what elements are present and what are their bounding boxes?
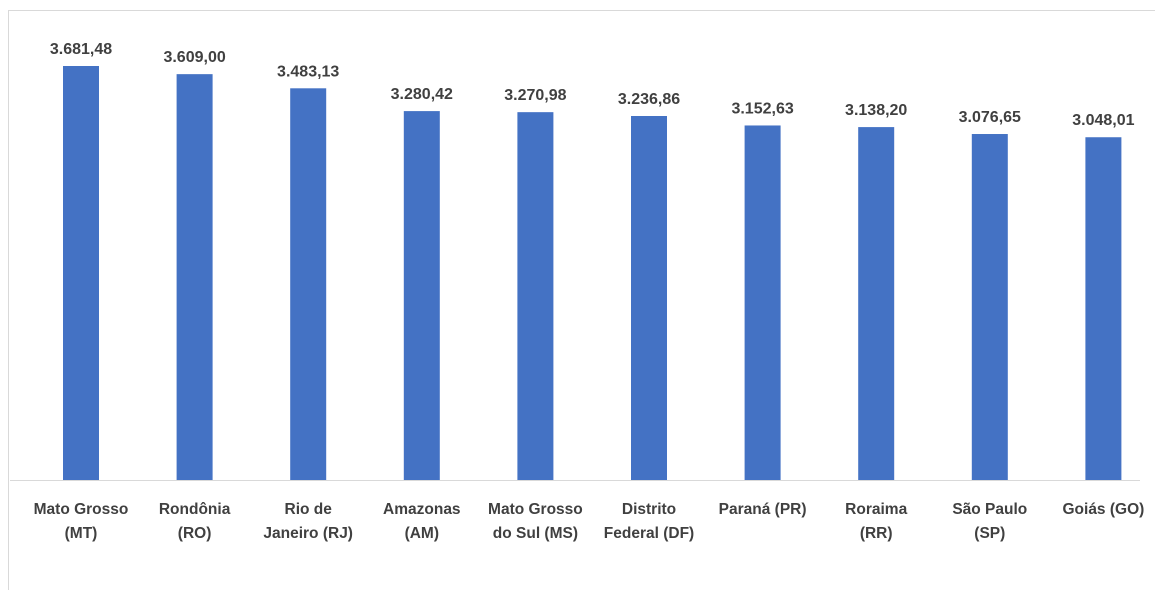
value-label-7: 3.138,20 (845, 102, 907, 119)
bar-1 (176, 74, 213, 480)
bar-8 (971, 134, 1008, 480)
bar-5 (631, 115, 667, 481)
category-label-7: Roraima (RR) (845, 501, 907, 542)
bar-7 (858, 127, 895, 481)
category-label-line: (SP) (974, 525, 1005, 542)
value-label-6: 3.152,63 (731, 100, 793, 117)
value-label-3: 3.280,42 (391, 86, 453, 103)
category-label-line: Mato Grosso (34, 501, 129, 518)
category-label-line: Federal (DF) (604, 525, 694, 542)
bars-group (63, 66, 1122, 481)
category-label-line: Janeiro (RJ) (263, 525, 353, 542)
category-label-3: Amazonas (AM) (383, 501, 461, 542)
value-label-4: 3.270,98 (504, 87, 566, 104)
category-label-line: Rio de (285, 501, 333, 518)
category-label-line: Rondônia (159, 501, 231, 518)
category-label-line: (MT) (65, 525, 98, 542)
category-label-2: Rio de Janeiro (RJ) (263, 501, 353, 542)
bar-2 (290, 88, 327, 480)
category-label-line: Amazonas (383, 501, 461, 518)
category-label-line: Distrito (622, 501, 676, 518)
category-label-8: São Paulo (SP) (952, 501, 1027, 542)
category-label-line: Mato Grosso (488, 501, 583, 518)
chart-frame (8, 10, 1155, 590)
category-label-5: Distrito Federal (DF) (604, 501, 694, 542)
bar-3 (403, 111, 440, 481)
bar-9 (1085, 137, 1122, 480)
value-labels-group: 3.681,48 3.609,00 3.483,13 3.280,42 3.270,98… (50, 41, 1135, 129)
bar-4 (517, 112, 554, 480)
value-label-9: 3.048,01 (1072, 112, 1134, 129)
category-labels-group: Mato Grosso (MT) Rondônia (RO) Rio de Janeiro… (34, 501, 1145, 542)
value-label-8: 3.076,65 (959, 109, 1021, 126)
bar-0 (63, 66, 99, 480)
category-label-6: Paraná (PR) (719, 501, 807, 518)
value-label-0: 3.681,48 (50, 41, 112, 58)
category-label-line: Paraná (PR) (719, 501, 807, 518)
category-label-9: Goiás (GO) (1062, 501, 1144, 518)
category-label-line: do Sul (MS) (493, 525, 578, 542)
value-label-2: 3.483,13 (277, 63, 339, 80)
bar-6 (744, 125, 781, 480)
category-label-line: (AM) (405, 525, 439, 542)
category-label-line: (RO) (178, 525, 212, 542)
category-label-4: Mato Grosso do Sul (MS) (488, 501, 583, 542)
category-label-line: Goiás (GO) (1062, 501, 1144, 518)
category-label-line: São Paulo (952, 501, 1027, 518)
value-label-5: 3.236,86 (618, 91, 680, 108)
category-label-0: Mato Grosso (MT) (34, 501, 129, 542)
category-label-line: Roraima (845, 501, 907, 518)
category-label-1: Rondônia (RO) (159, 501, 231, 542)
value-label-1: 3.609,00 (163, 49, 225, 66)
category-label-line: (RR) (860, 525, 893, 542)
